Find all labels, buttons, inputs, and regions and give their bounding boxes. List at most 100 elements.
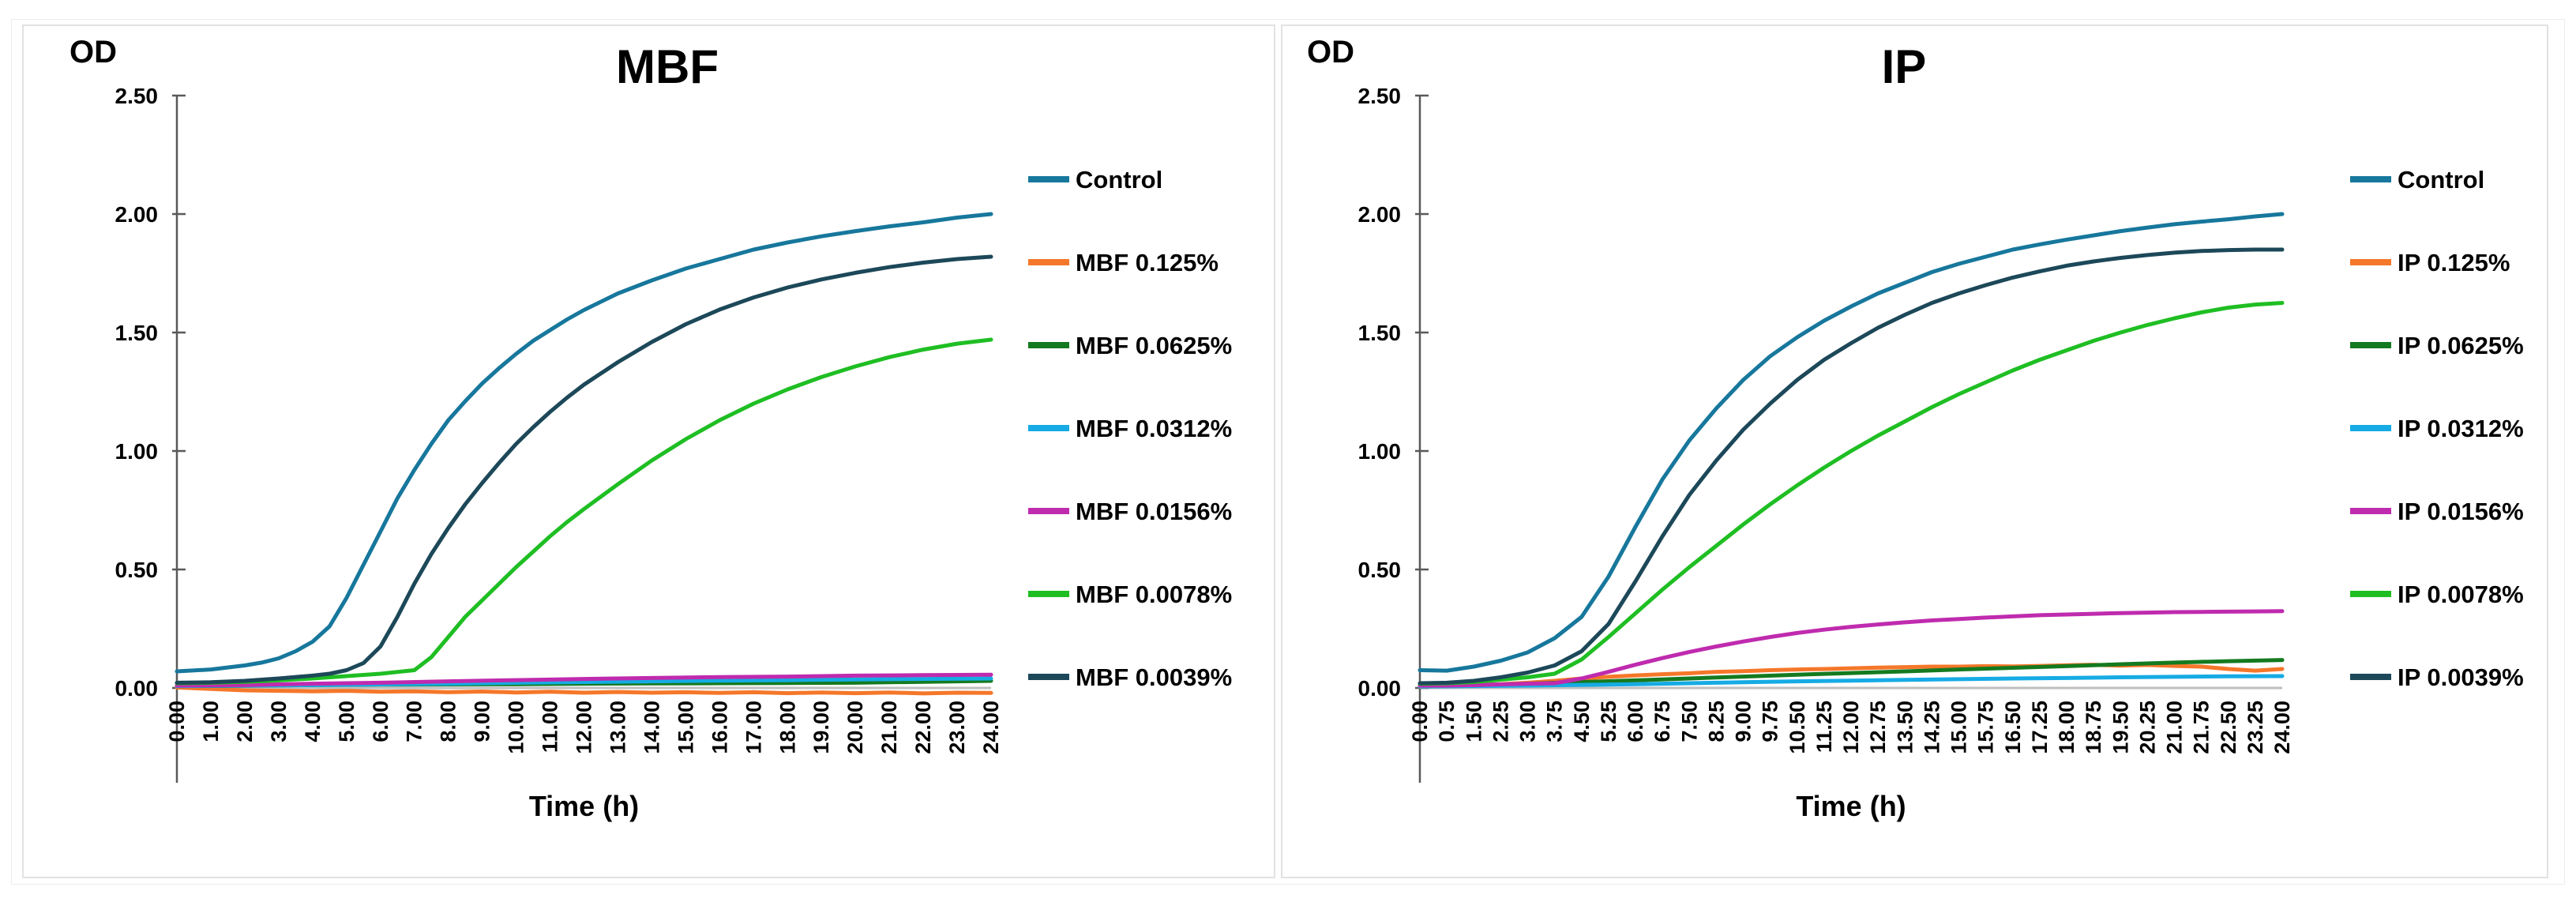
series-line-mbf-0-0078- [175,337,993,686]
x-tick-label: 6.00 [1624,701,1647,742]
legend-label: MBF 0.0078% [1076,581,1232,608]
x-tick-label: 23.25 [2244,701,2267,754]
y-tick-label: 2.00 [1358,202,1402,227]
series-line-ip-0-0312- [1418,674,2285,689]
legend-item: IP 0.0039% [2350,663,2524,691]
series-line-mbf-0-0156- [175,672,993,688]
x-tick-label: 21.00 [877,701,901,754]
x-tick-label: 9.00 [1732,701,1756,742]
legend-label: IP 0.0625% [2398,332,2524,359]
x-tick-label: 0.00 [165,701,189,742]
x-tick-label: 24.00 [979,701,1003,754]
chart-title: IP [1882,40,1927,93]
x-tick-label: 14.25 [1920,701,1943,754]
x-tick-label: 19.00 [809,701,833,754]
legend-item: IP 0.0625% [2350,332,2524,359]
x-tick-label: 15.75 [1974,701,1998,754]
x-tick-label: 10.00 [505,701,528,754]
y-tick-label: 2.00 [115,202,159,227]
x-tick-label: 19.50 [2108,701,2132,754]
x-tick-label: 10.50 [1786,701,1809,754]
legend-item: MBF 0.0078% [1028,581,1232,608]
x-tick-label: 14.00 [640,701,663,754]
legend-label: MBF 0.0039% [1076,663,1232,691]
y-tick-label: 1.00 [1358,439,1402,464]
legend-item: MBF 0.0039% [1028,663,1232,691]
y-tick-label: 2.50 [115,84,159,108]
legend-label: MBF 0.0625% [1076,332,1232,359]
x-tick-label: 12.00 [573,701,596,754]
x-tick-label: 18.00 [2055,701,2078,754]
x-tick-label: 22.00 [911,701,935,754]
series-line-control [1418,212,2285,673]
x-tick-label: 7.50 [1677,701,1701,742]
x-tick-label: 17.00 [742,701,765,754]
legend-label: IP 0.0156% [2398,498,2524,525]
x-tick-label: 15.00 [674,701,697,754]
legend-label: MBF 0.0312% [1076,415,1232,442]
x-tick-label: 12.75 [1866,701,1890,754]
x-tick-label: 3.00 [267,701,291,742]
legend-label: IP 0.0078% [2398,581,2524,608]
x-tick-label: 13.00 [606,701,629,754]
x-tick-label: 6.75 [1650,701,1674,742]
x-tick-label: 6.00 [369,701,392,742]
y-tick-label: 1.50 [115,321,159,345]
x-tick-label: 4.50 [1570,701,1594,742]
y-axis-label: OD [69,35,117,70]
legend-label: IP 0.125% [2398,249,2510,276]
mbf-chart-panel: MBF OD 0.00 0.50 1.00 1.50 2.00 2.50 0.00 1.00 2.0… [22,24,1275,878]
x-tick-label: 16.50 [2001,701,2025,754]
x-tick-label: 17.25 [2028,701,2052,754]
x-tick-label: 5.25 [1597,701,1620,742]
x-tick-label: 18.75 [2082,701,2105,754]
x-tick-label: 4.00 [301,701,325,742]
y-tick-label: 0.00 [115,676,159,701]
legend-label: IP 0.0312% [2398,415,2524,442]
series-line-ip-0-0156- [1418,609,2285,688]
x-tick-label: 20.25 [2135,701,2159,754]
x-axis-label: Time (h) [529,790,639,822]
x-tick-label: 13.50 [1893,701,1917,754]
x-tick-label: 12.00 [1839,701,1863,754]
legend-item: MBF 0.0312% [1028,415,1232,442]
x-tick-label: 1.50 [1462,701,1485,742]
x-tick-label: 5.00 [335,701,359,742]
x-tick-label: 7.00 [403,701,426,742]
legend-item: Control [1028,166,1162,194]
legend-label: MBF 0.0156% [1076,498,1232,525]
y-axis-label: OD [1307,35,1354,70]
y-tick-label: 0.50 [1358,558,1402,582]
figure-outer-border [11,19,2565,885]
legend-item: MBF 0.0625% [1028,332,1232,359]
legend-label: Control [2398,166,2484,194]
x-tick-label: 18.00 [775,701,799,754]
x-tick-label: 9.00 [471,701,494,742]
series-line-ip-0-0078- [1418,301,2285,686]
legend-item: IP 0.0312% [2350,415,2524,442]
y-tick-label: 1.50 [1358,321,1402,345]
x-tick-label: 24.00 [2270,701,2294,754]
x-tick-label: 2.25 [1489,701,1512,742]
x-tick-label: 9.75 [1759,701,1782,742]
x-tick-label: 8.00 [437,701,460,742]
y-tick-label: 1.00 [115,439,159,464]
series-line-mbf-0-0039- [175,254,993,685]
x-tick-label: 0.75 [1435,701,1459,742]
x-axis-label: Time (h) [1796,790,1906,822]
legend-item: IP 0.0156% [2350,498,2524,525]
chart-title: MBF [616,40,719,93]
legend-item: MBF 0.0156% [1028,498,1232,525]
x-tick-label: 11.00 [539,701,562,753]
x-tick-label: 1.00 [199,701,223,742]
x-tick-label: 2.00 [233,701,257,742]
legend-label: MBF 0.125% [1076,249,1219,276]
x-tick-label: 22.50 [2217,701,2240,754]
x-tick-label: 3.75 [1543,701,1567,742]
x-tick-label: 15.00 [1947,701,1971,754]
ip-chart-panel: IP OD 0.00 0.50 1.00 1.50 2.00 2.50 0.00 0.75 1.50… [1281,24,2548,878]
x-tick-label: 16.00 [708,701,731,754]
legend-item: IP 0.125% [2350,249,2510,276]
